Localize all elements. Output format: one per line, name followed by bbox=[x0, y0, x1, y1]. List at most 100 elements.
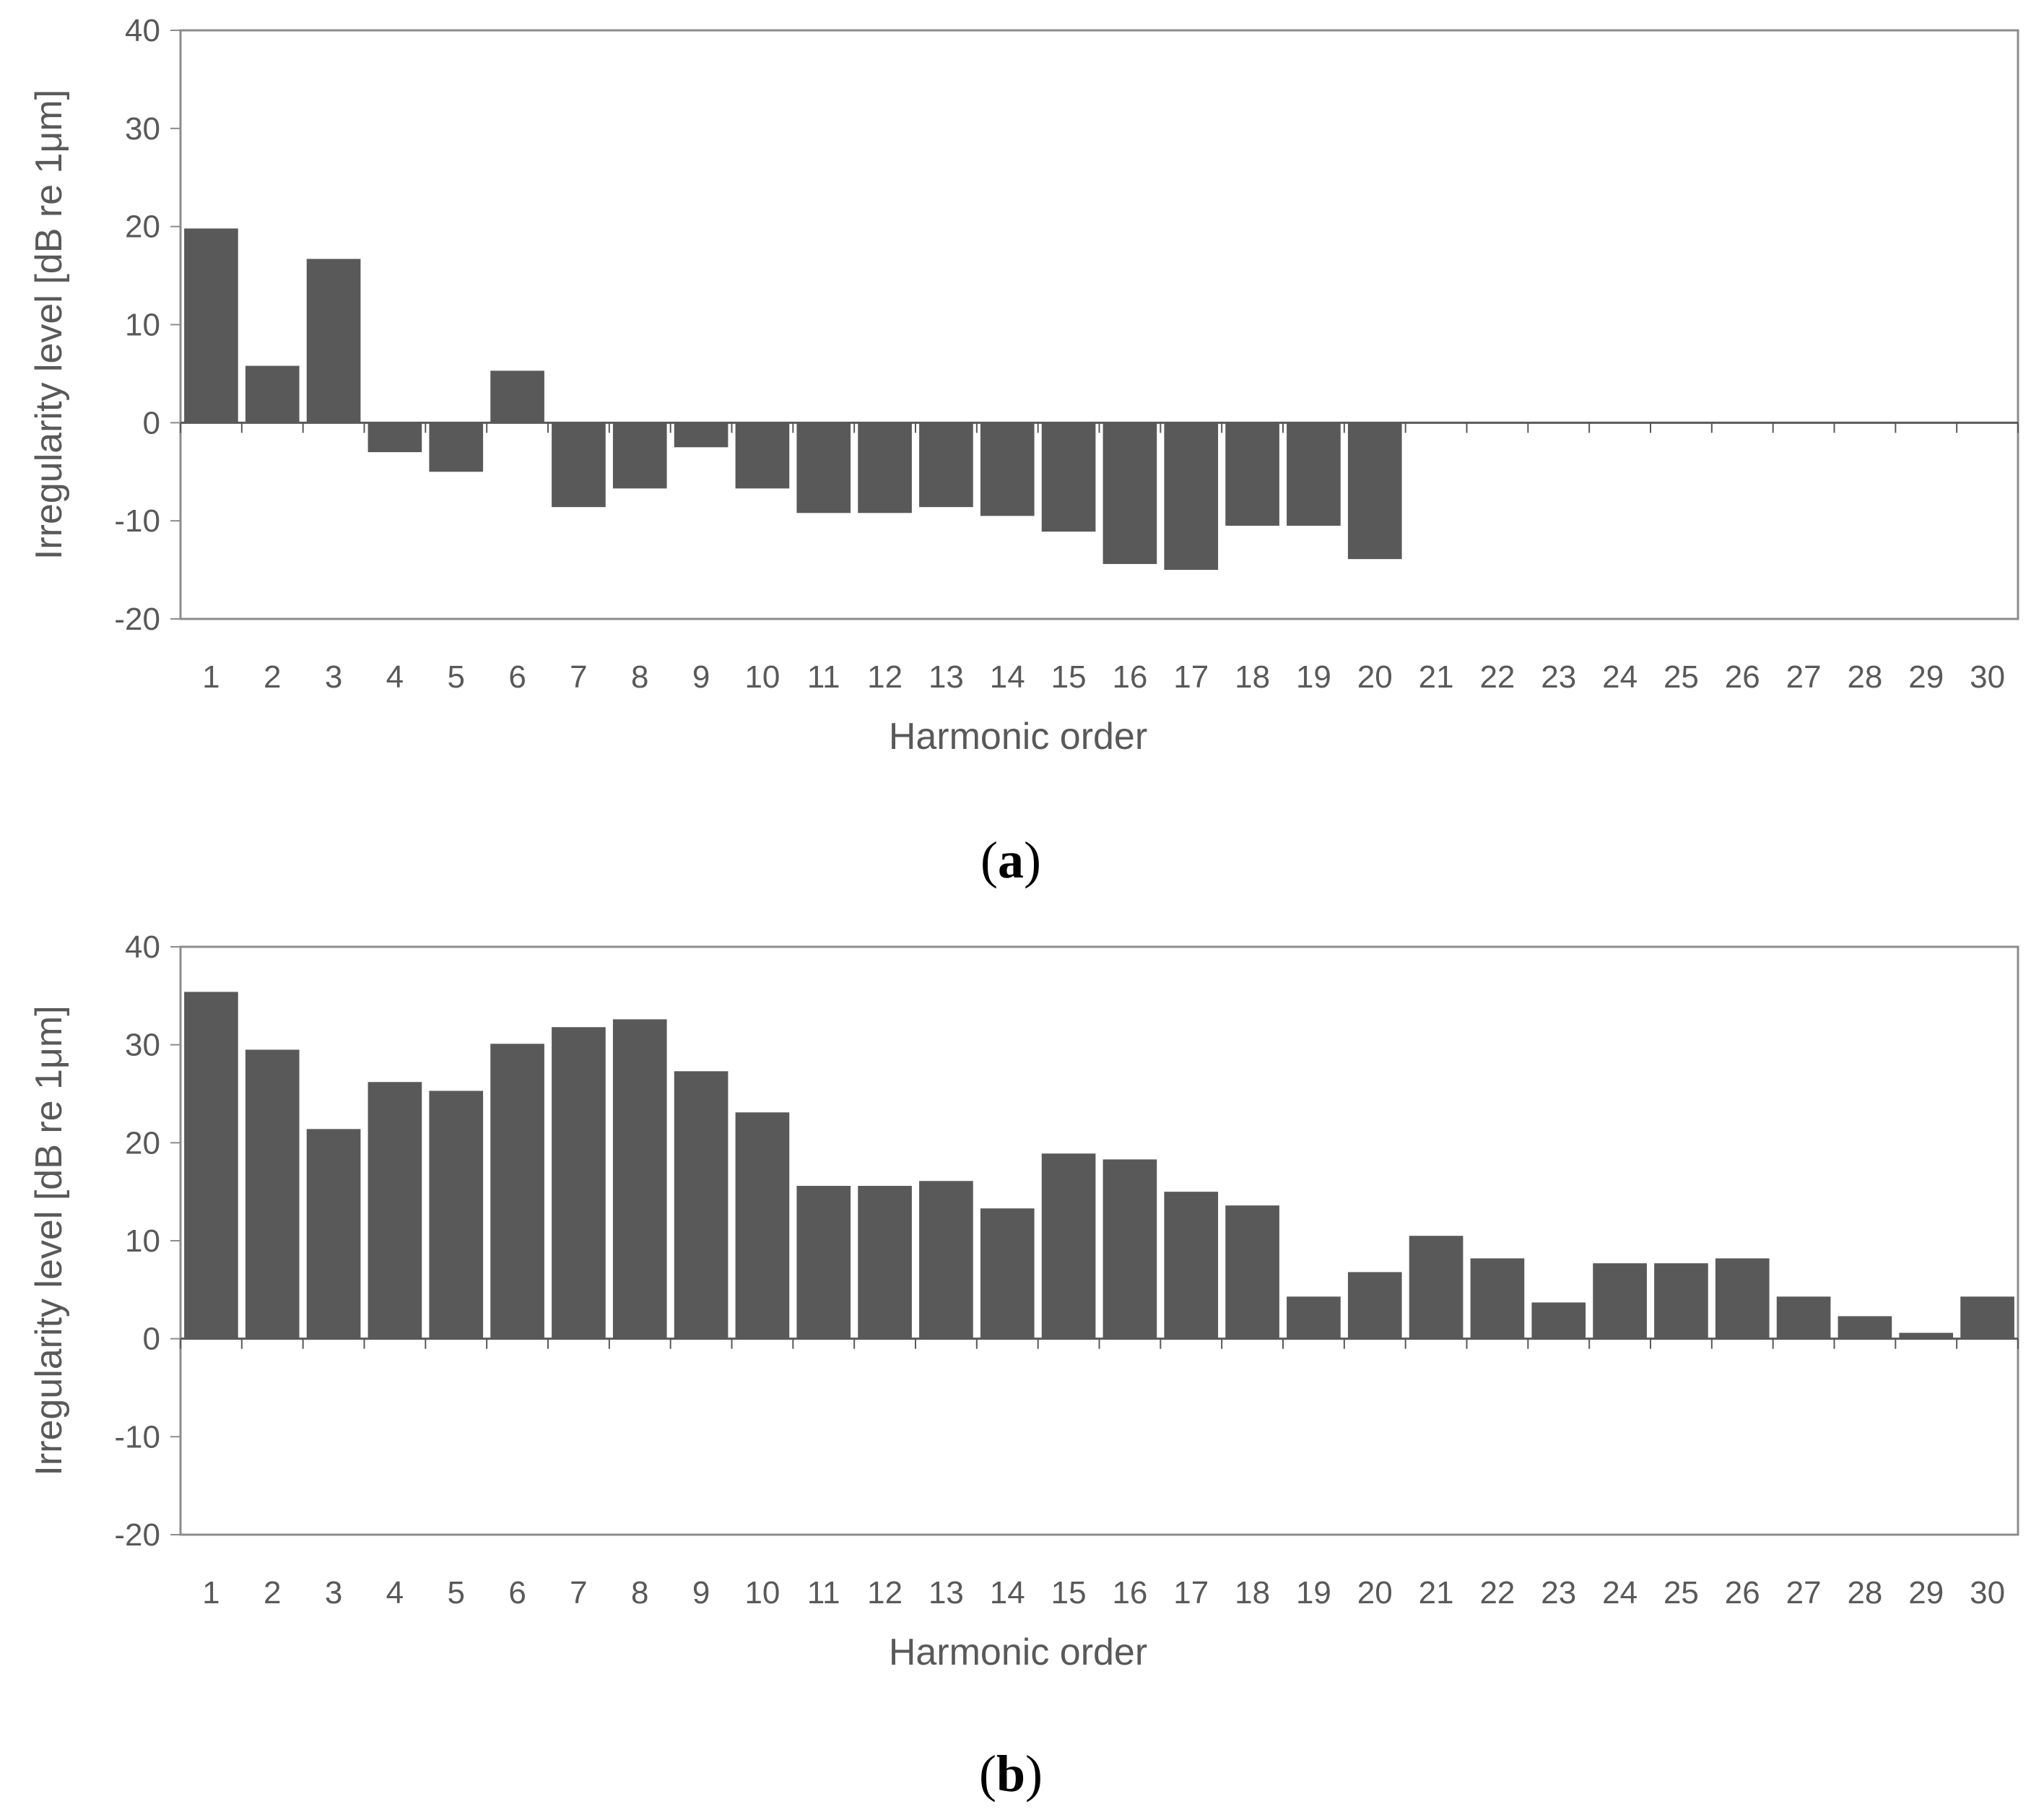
x-tick-label: 7 bbox=[570, 1575, 587, 1611]
bar-harmonic-3 bbox=[306, 1129, 361, 1339]
bar-harmonic-13 bbox=[919, 1181, 973, 1339]
bar-harmonic-23 bbox=[1531, 1302, 1586, 1339]
x-tick-label: 2 bbox=[264, 659, 281, 695]
y-tick-label: -10 bbox=[114, 503, 160, 539]
y-tick-label: 20 bbox=[125, 209, 160, 245]
chart-panel-b: 1 2 3 4 5 6 7 8 9 10 11 12 13 14 15 16 17 18 19 20 21 22 23 24 2… bbox=[28, 929, 2019, 1803]
x-tick-label: 5 bbox=[448, 659, 465, 695]
y-tick-labels: -20 -10 0 10 20 30 40 bbox=[114, 929, 160, 1553]
bar-harmonic-18 bbox=[1225, 1205, 1279, 1339]
x-tick-label: 23 bbox=[1541, 659, 1576, 695]
x-tick-label: 26 bbox=[1725, 1575, 1760, 1611]
bar-group bbox=[184, 992, 2014, 1339]
x-tick-label: 27 bbox=[1786, 659, 1822, 695]
bar-harmonic-9 bbox=[674, 1071, 729, 1339]
bar-harmonic-14 bbox=[980, 1208, 1035, 1339]
bar-harmonic-12 bbox=[858, 422, 912, 513]
x-tick-label: 28 bbox=[1847, 1575, 1882, 1611]
x-tick-labels: 1 2 3 4 5 6 7 8 9 10 11 12 13 14 15 16 17 18 19 20 21 22 23 24 2… bbox=[202, 659, 2005, 695]
bar-harmonic-10 bbox=[735, 422, 790, 489]
x-axis-title: Harmonic order bbox=[889, 1631, 1147, 1673]
bar-harmonic-6 bbox=[490, 1044, 544, 1339]
panel-label-a: (a) bbox=[980, 831, 1041, 889]
x-tick-label: 20 bbox=[1357, 659, 1393, 695]
bar-harmonic-12 bbox=[858, 1186, 912, 1339]
x-tick-label: 7 bbox=[570, 659, 587, 695]
bar-harmonic-19 bbox=[1287, 1296, 1341, 1339]
bar-harmonic-11 bbox=[796, 1186, 851, 1339]
bar-harmonic-14 bbox=[980, 422, 1035, 516]
bar-harmonic-21 bbox=[1409, 1236, 1464, 1339]
bar-harmonic-4 bbox=[368, 1082, 422, 1339]
y-tick-label: 30 bbox=[125, 1028, 160, 1063]
x-tick-label: 25 bbox=[1664, 1575, 1699, 1611]
x-tick-label: 22 bbox=[1479, 659, 1515, 695]
x-tick-labels: 1 2 3 4 5 6 7 8 9 10 11 12 13 14 15 16 17 18 19 20 21 22 23 24 2… bbox=[202, 1575, 2005, 1611]
x-tick-label: 12 bbox=[867, 659, 903, 695]
y-axis-title: Irregularity level [dB re 1μm] bbox=[28, 1005, 70, 1475]
y-tick-label: 0 bbox=[143, 1322, 160, 1357]
bar-harmonic-24 bbox=[1593, 1263, 1647, 1339]
chart-panel-a: 1 2 3 4 5 6 7 8 9 10 11 12 13 14 15 16 17 18 19 20 21 22 23 24 2… bbox=[28, 13, 2019, 889]
x-tick-label: 9 bbox=[692, 659, 710, 695]
x-tick-label: 29 bbox=[1908, 659, 1944, 695]
x-tick-label: 10 bbox=[744, 659, 780, 695]
x-tick-label: 15 bbox=[1051, 1575, 1087, 1611]
bar-harmonic-8 bbox=[612, 422, 667, 489]
x-tick-label: 14 bbox=[990, 659, 1025, 695]
bar-harmonic-9 bbox=[674, 422, 729, 448]
x-tick-label: 9 bbox=[692, 1575, 710, 1611]
x-tick-label: 21 bbox=[1419, 1575, 1454, 1611]
bar-harmonic-1 bbox=[184, 228, 238, 423]
bar-harmonic-3 bbox=[306, 259, 361, 423]
x-tick-label: 30 bbox=[1970, 659, 2005, 695]
x-tick-label: 13 bbox=[929, 659, 964, 695]
x-tick-label: 2 bbox=[264, 1575, 281, 1611]
y-tick-marks bbox=[170, 30, 181, 620]
x-tick-label: 18 bbox=[1235, 659, 1270, 695]
bar-harmonic-11 bbox=[796, 422, 851, 513]
x-tick-label: 11 bbox=[807, 659, 840, 695]
y-tick-label: 40 bbox=[125, 13, 160, 48]
x-tick-label: 3 bbox=[325, 1575, 342, 1611]
y-tick-label: 20 bbox=[125, 1125, 160, 1161]
x-tick-label: 17 bbox=[1173, 659, 1209, 695]
x-axis-title: Harmonic order bbox=[889, 716, 1147, 758]
y-axis-title: Irregularity level [dB re 1μm] bbox=[28, 90, 70, 560]
x-tick-label: 6 bbox=[508, 659, 526, 695]
bar-harmonic-15 bbox=[1041, 1153, 1096, 1339]
bar-harmonic-28 bbox=[1838, 1316, 1892, 1339]
bar-harmonic-7 bbox=[552, 422, 606, 508]
bar-harmonic-26 bbox=[1715, 1258, 1770, 1339]
bar-harmonic-2 bbox=[245, 1049, 300, 1339]
x-tick-label: 4 bbox=[386, 1575, 404, 1611]
bar-harmonic-10 bbox=[735, 1112, 790, 1339]
bar-harmonic-20 bbox=[1347, 1272, 1402, 1339]
bar-harmonic-5 bbox=[429, 1091, 484, 1339]
plot-frame bbox=[179, 29, 2019, 620]
bar-harmonic-20 bbox=[1347, 422, 1402, 560]
x-tick-label: 17 bbox=[1173, 1575, 1209, 1611]
bar-harmonic-1 bbox=[184, 992, 238, 1339]
bar-harmonic-30 bbox=[1960, 1296, 2014, 1339]
bar-harmonic-7 bbox=[552, 1027, 606, 1339]
x-tick-label: 19 bbox=[1296, 1575, 1331, 1611]
bar-harmonic-25 bbox=[1654, 1263, 1708, 1339]
x-tick-label: 16 bbox=[1112, 1575, 1147, 1611]
bar-harmonic-15 bbox=[1041, 422, 1096, 532]
bar-harmonic-2 bbox=[245, 365, 300, 423]
bar-harmonic-6 bbox=[490, 370, 544, 423]
bar-harmonic-27 bbox=[1776, 1296, 1831, 1339]
x-tick-label: 1 bbox=[202, 1575, 219, 1611]
x-tick-label: 14 bbox=[990, 1575, 1025, 1611]
x-tick-label: 30 bbox=[1970, 1575, 2005, 1611]
x-tick-label: 15 bbox=[1051, 659, 1087, 695]
x-tick-label: 29 bbox=[1908, 1575, 1944, 1611]
panel-label-b: (b) bbox=[979, 1745, 1043, 1803]
panel-letter-a: a bbox=[998, 831, 1024, 889]
y-tick-label: 40 bbox=[125, 929, 160, 965]
x-tick-label: 8 bbox=[631, 659, 648, 695]
bar-group bbox=[184, 228, 1402, 571]
x-tick-label: 4 bbox=[386, 659, 404, 695]
